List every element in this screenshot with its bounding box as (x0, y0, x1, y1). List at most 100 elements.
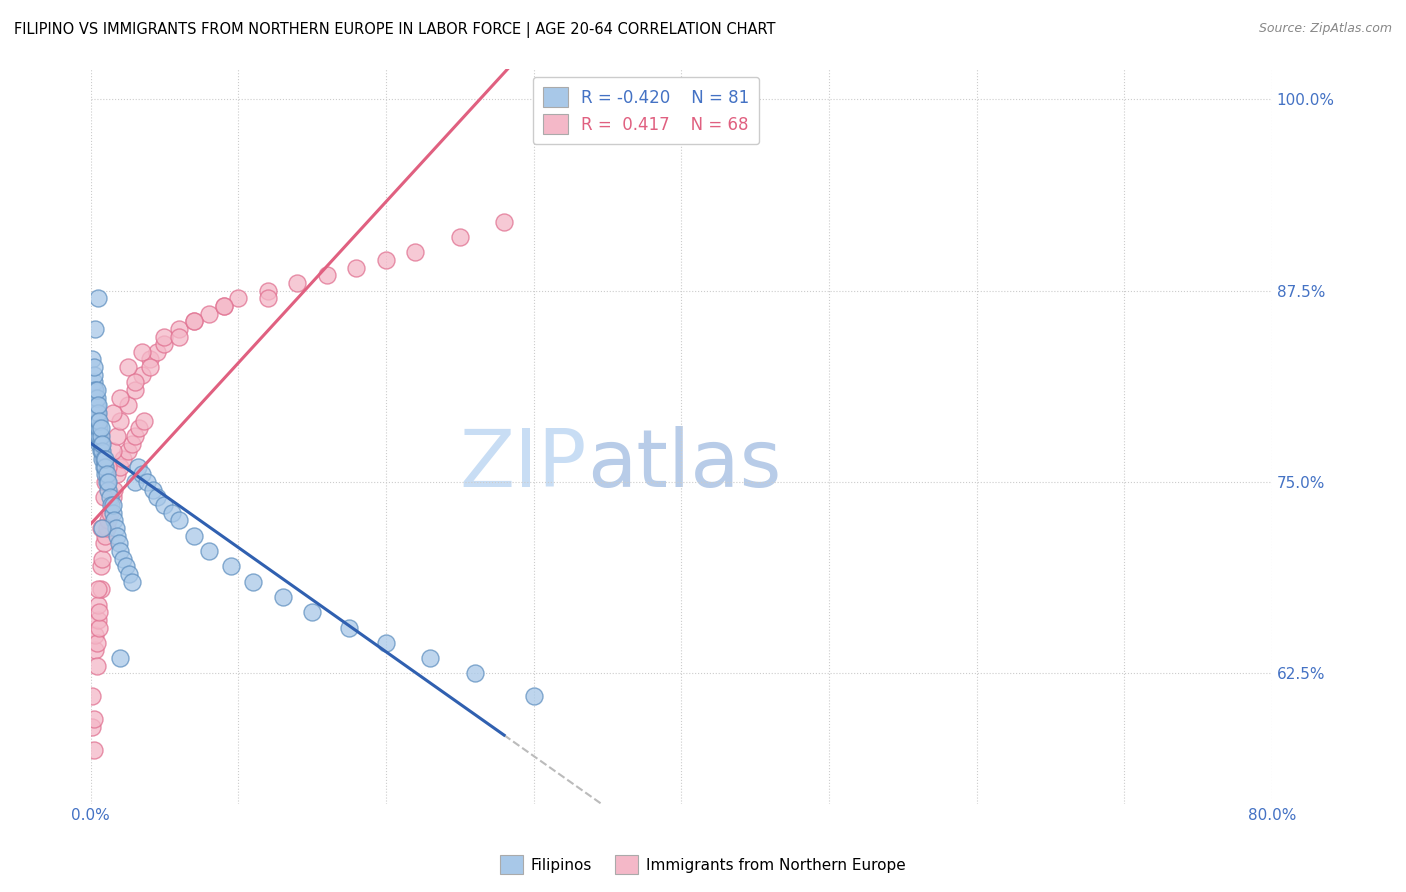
Point (83, 376, 105, 390)
Point (167, 329, 190, 343)
Point (91, 436, 114, 450)
Point (118, 566, 141, 581)
Point (337, 620, 360, 634)
Point (108, 651, 131, 665)
Point (117, 444, 139, 458)
Point (107, 536, 129, 550)
Point (86, 399, 108, 413)
Point (94, 528, 117, 542)
Point (90, 559, 112, 574)
Point (97, 459, 120, 474)
Point (84, 406, 107, 420)
Point (108, 544, 131, 558)
Point (226, 291, 249, 305)
Point (285, 276, 308, 290)
Point (344, 260, 367, 275)
Point (112, 452, 135, 467)
Point (183, 314, 205, 328)
Point (90, 582, 112, 597)
Point (80, 383, 103, 397)
Point (146, 491, 169, 505)
Point (128, 421, 150, 435)
Point (91, 551, 114, 566)
Point (108, 459, 131, 474)
Point (131, 368, 153, 382)
Point (449, 230, 471, 244)
Point (89, 429, 111, 443)
Point (315, 268, 337, 283)
Point (160, 506, 183, 520)
Point (100, 498, 122, 512)
Point (167, 513, 190, 527)
Point (87, 399, 110, 413)
Legend: Filipinos, Immigrants from Northern Europe: Filipinos, Immigrants from Northern Euro… (495, 849, 911, 880)
Point (93, 491, 115, 505)
Point (89, 605, 111, 619)
Point (94, 475, 117, 489)
Point (256, 291, 278, 305)
Point (197, 544, 219, 558)
Legend: R = -0.420    N = 81, R =  0.417    N = 68: R = -0.420 N = 81, R = 0.417 N = 68 (533, 77, 759, 145)
Point (523, 690, 546, 704)
Point (80, 690, 103, 704)
Point (142, 483, 165, 497)
Point (87, 414, 110, 428)
Text: FILIPINO VS IMMIGRANTS FROM NORTHERN EUROPE IN LABOR FORCE | AGE 20-64 CORRELATI: FILIPINO VS IMMIGRANTS FROM NORTHERN EUR… (14, 22, 776, 38)
Point (93, 459, 115, 474)
Point (91, 444, 114, 458)
Point (108, 391, 131, 405)
Point (86, 636, 108, 650)
Point (97, 483, 120, 497)
Point (153, 498, 176, 512)
Point (87, 598, 110, 612)
Point (197, 307, 219, 321)
Point (91, 452, 114, 467)
Point (96, 467, 118, 482)
Point (494, 215, 516, 229)
Point (124, 376, 146, 390)
Point (115, 559, 138, 574)
Point (94, 452, 117, 467)
Point (84, 628, 107, 642)
Point (153, 329, 176, 343)
Point (301, 605, 323, 619)
Text: atlas: atlas (586, 426, 782, 505)
Point (87, 421, 110, 435)
Point (80, 406, 103, 420)
Point (90, 429, 112, 443)
Point (124, 429, 146, 443)
Point (87, 406, 110, 420)
Point (96, 475, 118, 489)
Point (212, 299, 235, 313)
Point (374, 636, 396, 650)
Point (84, 322, 107, 336)
Point (146, 344, 169, 359)
Point (135, 475, 157, 489)
Point (90, 521, 112, 535)
Point (105, 528, 128, 542)
Point (84, 399, 107, 413)
Point (86, 421, 108, 435)
Point (124, 475, 146, 489)
Point (112, 551, 135, 566)
Point (86, 414, 108, 428)
Point (83, 399, 105, 413)
Point (183, 314, 205, 328)
Point (271, 590, 294, 604)
Point (219, 559, 242, 574)
Point (93, 452, 115, 467)
Point (83, 712, 105, 726)
Point (97, 475, 120, 489)
Point (83, 743, 105, 757)
Point (83, 360, 105, 375)
Point (121, 574, 143, 589)
Point (96, 521, 118, 535)
Point (86, 406, 108, 420)
Point (97, 513, 120, 527)
Point (101, 506, 124, 520)
Point (404, 245, 426, 260)
Point (93, 536, 115, 550)
Point (101, 498, 124, 512)
Point (80, 352, 103, 367)
Point (464, 666, 486, 681)
